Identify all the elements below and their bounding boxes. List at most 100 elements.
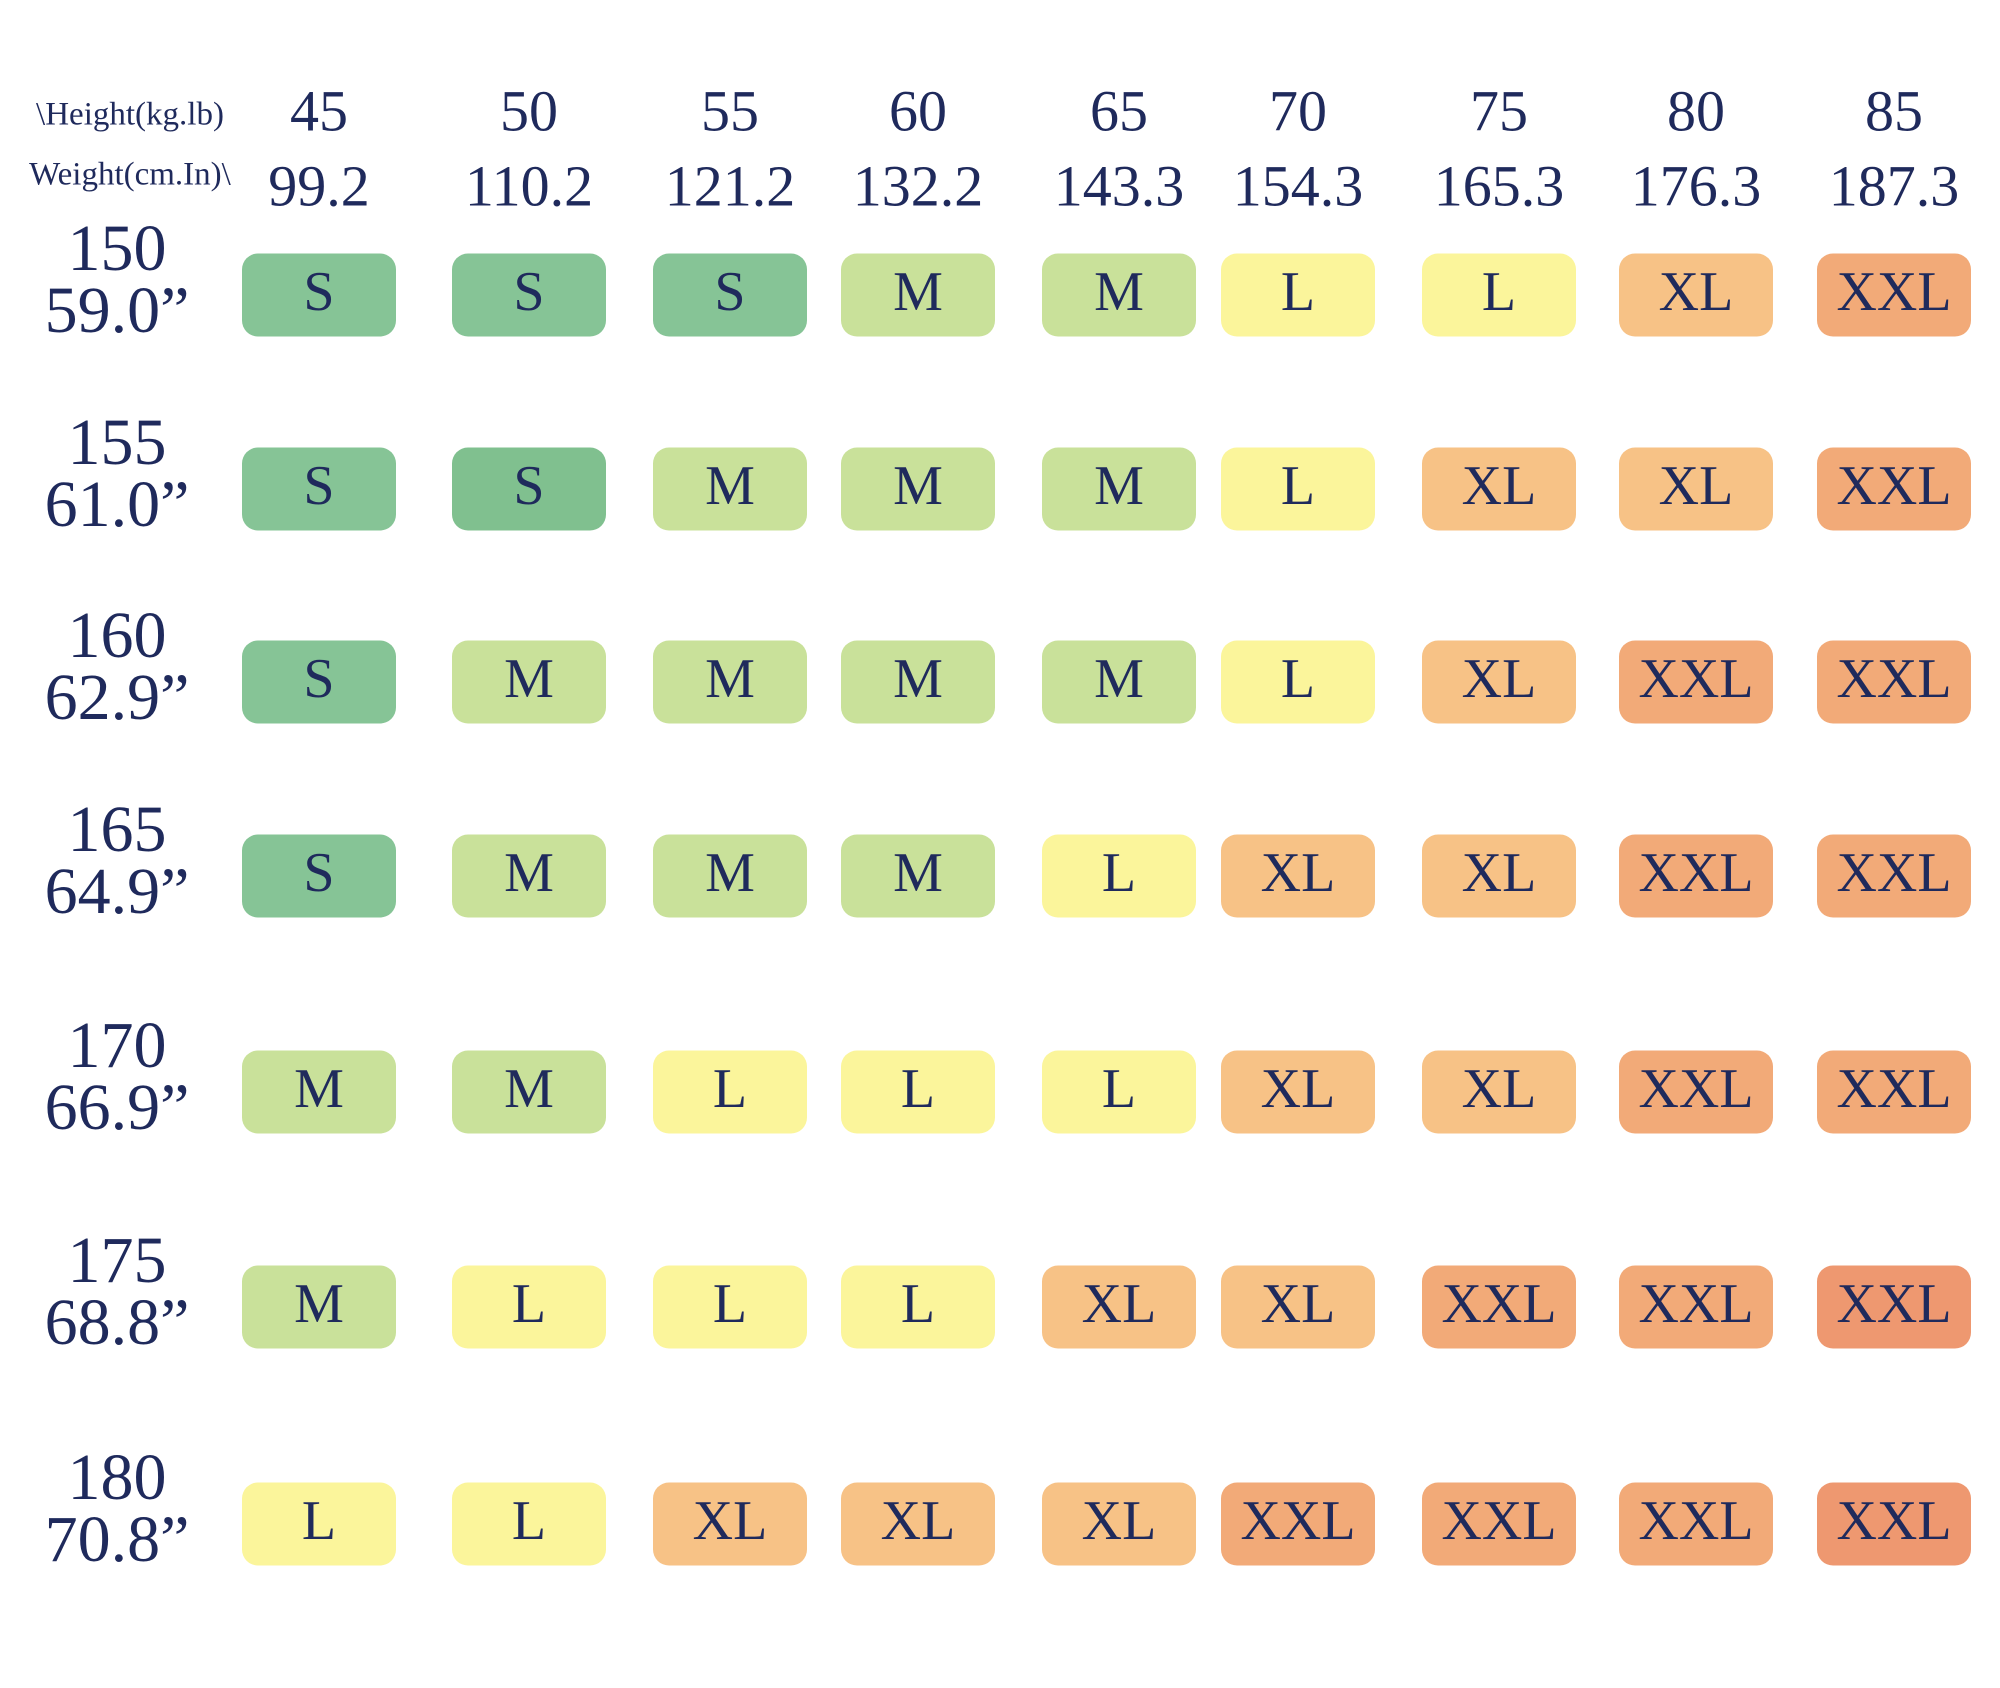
- size-label: XXL: [1836, 261, 1951, 323]
- size-label: M: [294, 1273, 344, 1335]
- size-label: M: [1094, 455, 1144, 517]
- size-label: M: [504, 842, 554, 904]
- size-label: M: [504, 1058, 554, 1120]
- size-label: L: [1482, 261, 1516, 323]
- size-cell: [1817, 447, 1971, 531]
- size-label: XL: [1082, 1490, 1157, 1552]
- size-label: XL: [1462, 1058, 1537, 1120]
- size-cell: [841, 1050, 995, 1134]
- size-label: XL: [1261, 1058, 1336, 1120]
- size-cell: [1619, 1050, 1773, 1134]
- size-label: XXL: [1638, 1058, 1753, 1120]
- size-label: M: [893, 455, 943, 517]
- size-cell: [242, 1265, 396, 1349]
- size-cell: [1422, 640, 1576, 724]
- size-label: XXL: [1836, 648, 1951, 710]
- size-label: XXL: [1836, 1058, 1951, 1120]
- row-in: 70.8”: [45, 1503, 190, 1576]
- size-label: XXL: [1638, 1273, 1753, 1335]
- size-cell: [1817, 1265, 1971, 1349]
- size-cell: [1221, 1265, 1375, 1349]
- column-lb: 99.2: [268, 153, 370, 218]
- row-in: 68.8”: [45, 1286, 190, 1359]
- size-label: M: [294, 1058, 344, 1120]
- size-label: L: [512, 1273, 546, 1335]
- column-lb: 165.3: [1434, 153, 1565, 218]
- size-label: XXL: [1836, 455, 1951, 517]
- size-cell: [841, 1265, 995, 1349]
- column-kg: 85: [1865, 78, 1923, 143]
- size-cell: [1422, 447, 1576, 531]
- size-cell: [1221, 447, 1375, 531]
- size-label: S: [303, 261, 334, 323]
- size-cell: [452, 253, 606, 337]
- size-cell: [242, 1482, 396, 1566]
- column-kg: 60: [889, 78, 947, 143]
- size-cell: [242, 1050, 396, 1134]
- size-label: XXL: [1638, 842, 1753, 904]
- size-label: L: [901, 1058, 935, 1120]
- size-cell: [452, 834, 606, 918]
- row-in: 62.9”: [45, 661, 190, 734]
- size-label: XL: [1261, 1273, 1336, 1335]
- size-cell: [1221, 253, 1375, 337]
- size-cell: [1817, 1482, 1971, 1566]
- size-cell: [1042, 640, 1196, 724]
- size-cell: [242, 447, 396, 531]
- column-lb: 187.3: [1829, 153, 1960, 218]
- size-cell: [1619, 1265, 1773, 1349]
- column-lb: 121.2: [665, 153, 796, 218]
- size-label: XXL: [1638, 648, 1753, 710]
- size-cell: [653, 253, 807, 337]
- size-label: S: [303, 648, 334, 710]
- size-label: L: [512, 1490, 546, 1552]
- size-cell: [653, 447, 807, 531]
- size-label: S: [513, 261, 544, 323]
- size-cell: [1042, 1050, 1196, 1134]
- column-lb: 143.3: [1054, 153, 1185, 218]
- row-cm: 180: [68, 1441, 167, 1514]
- size-cell: [1221, 1482, 1375, 1566]
- row-in: 61.0”: [45, 468, 190, 541]
- size-cell: [841, 447, 995, 531]
- size-cell: [452, 1265, 606, 1349]
- size-label: M: [893, 842, 943, 904]
- size-cell: [242, 253, 396, 337]
- column-kg: 75: [1470, 78, 1528, 143]
- size-cell: [653, 640, 807, 724]
- size-label: L: [901, 1273, 935, 1335]
- size-label: XXL: [1240, 1490, 1355, 1552]
- size-cell: [242, 640, 396, 724]
- size-label: XXL: [1638, 1490, 1753, 1552]
- size-cell: [1619, 834, 1773, 918]
- size-label: L: [1281, 261, 1315, 323]
- size-cell: [653, 1482, 807, 1566]
- size-cell: [1042, 1482, 1196, 1566]
- size-cell: [1422, 834, 1576, 918]
- size-cell: [1817, 834, 1971, 918]
- size-label: XL: [1082, 1273, 1157, 1335]
- row-cm: 165: [68, 793, 167, 866]
- column-lb: 176.3: [1631, 153, 1762, 218]
- size-label: L: [1102, 842, 1136, 904]
- size-cell: [841, 253, 995, 337]
- size-cell: [1042, 834, 1196, 918]
- size-label: M: [705, 455, 755, 517]
- size-cell: [1042, 1265, 1196, 1349]
- size-label: XXL: [1836, 842, 1951, 904]
- row-in: 66.9”: [45, 1071, 190, 1144]
- row-cm: 170: [68, 1009, 167, 1082]
- size-label: S: [303, 842, 334, 904]
- size-cell: [1042, 447, 1196, 531]
- size-cell: [653, 1265, 807, 1349]
- size-label: M: [705, 648, 755, 710]
- size-cell: [841, 640, 995, 724]
- size-cell: [841, 1482, 995, 1566]
- row-in: 64.9”: [45, 855, 190, 928]
- size-label: XL: [881, 1490, 956, 1552]
- size-label: M: [1094, 648, 1144, 710]
- size-label: L: [713, 1058, 747, 1120]
- size-label: M: [893, 648, 943, 710]
- size-label: XL: [1462, 842, 1537, 904]
- size-cell: [1221, 834, 1375, 918]
